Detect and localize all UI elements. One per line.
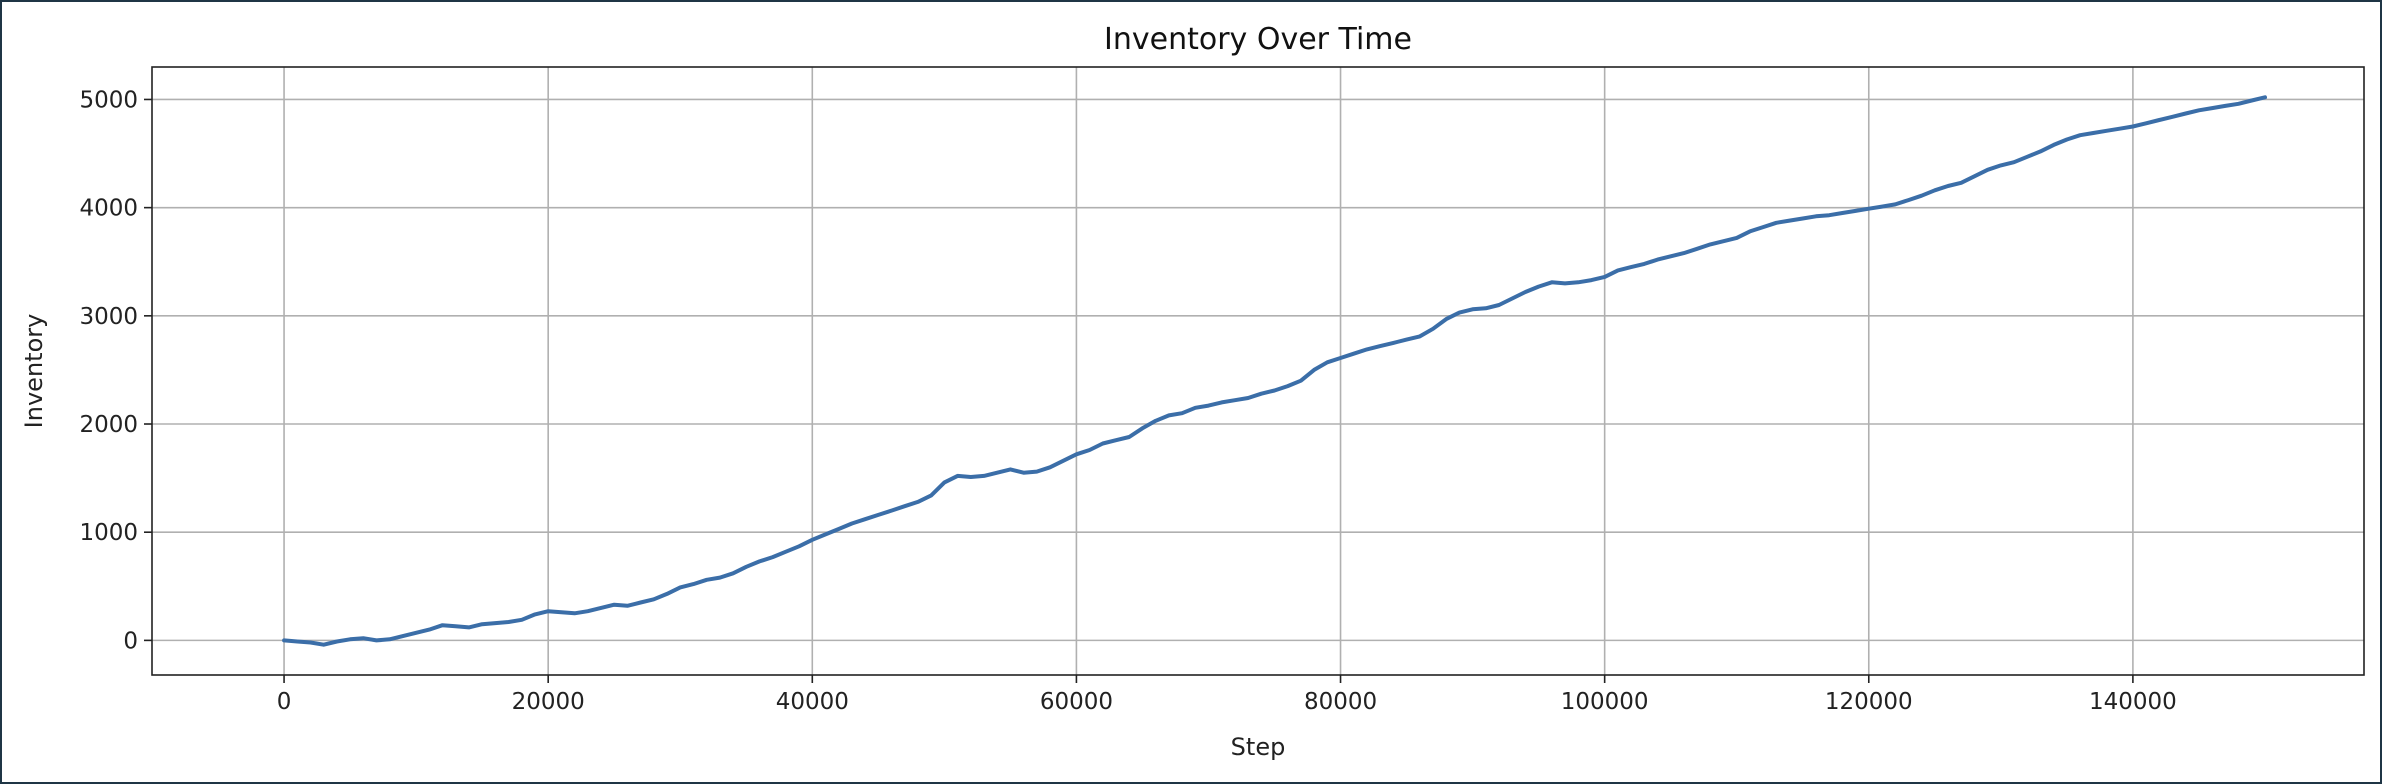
x-tick-label: 120000	[1825, 689, 1913, 715]
y-tick-label: 5000	[79, 87, 138, 113]
x-axis-label: Step	[1231, 733, 1286, 761]
chart-title: Inventory Over Time	[1104, 22, 1412, 57]
y-axis-label: Inventory	[20, 314, 48, 429]
x-tick-label: 80000	[1304, 689, 1377, 715]
plot-area	[151, 66, 2365, 676]
grid	[152, 67, 2364, 675]
y-tick-label: 0	[123, 628, 138, 654]
x-tick-label: 0	[277, 689, 292, 715]
ticks: 0 20000 40000 60000 80000 100000 120000 140000 0…	[79, 87, 2176, 715]
x-tick-label: 60000	[1040, 689, 1113, 715]
y-tick-label: 2000	[79, 412, 138, 438]
x-tick-label: 100000	[1561, 689, 1649, 715]
y-tick-label: 3000	[79, 304, 138, 330]
x-tick-label: 40000	[776, 689, 849, 715]
y-tick-label: 4000	[79, 196, 138, 222]
series-line	[282, 95, 2267, 647]
x-tick-label: 140000	[2089, 689, 2177, 715]
x-tick-label: 20000	[512, 689, 585, 715]
series-layer	[282, 95, 2267, 647]
y-tick-label: 1000	[79, 520, 138, 546]
